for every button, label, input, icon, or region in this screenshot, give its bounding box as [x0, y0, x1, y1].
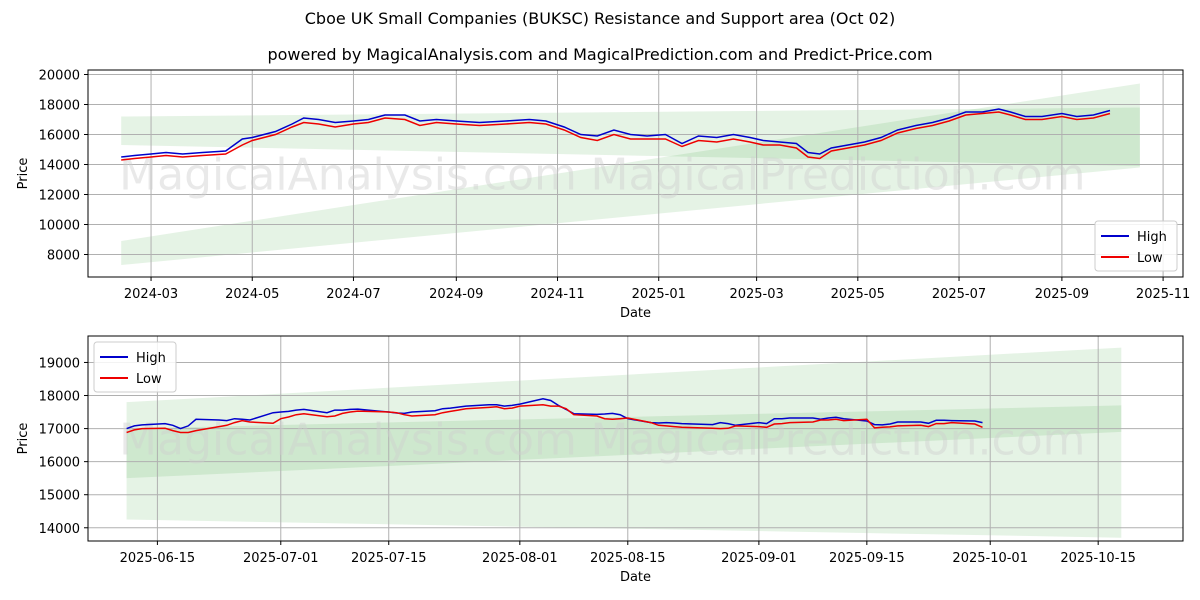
- x-tick-label: 2025-11: [1136, 287, 1190, 302]
- x-tick-label: 2025-03: [729, 287, 783, 302]
- x-tick-label: 2025-07-15: [351, 551, 427, 566]
- chart-title: Cboe UK Small Companies (BUKSC) Resistan…: [304, 9, 896, 28]
- watermark-text: MagicalAnalysis.com: [119, 150, 577, 201]
- y-tick-label: 16000: [39, 456, 80, 471]
- x-tick-label: 2025-07-01: [243, 551, 319, 566]
- plot-frame: [87, 335, 1184, 542]
- y-tick-label: 15000: [39, 489, 80, 504]
- y-tick-label: 14000: [39, 159, 80, 174]
- y-tick-label: 18000: [39, 99, 80, 114]
- y-axis-label: Price: [16, 158, 31, 190]
- y-tick-label: 8000: [47, 249, 80, 264]
- x-tick-label: 2025-07: [932, 287, 986, 302]
- y-tick-label: 18000: [39, 390, 80, 405]
- y-tick-label: 17000: [39, 423, 80, 438]
- plot-frame: [87, 69, 1184, 278]
- legend-label-low: Low: [1137, 251, 1163, 266]
- legend-label-high: High: [136, 351, 166, 366]
- x-axis-label: Date: [620, 570, 651, 585]
- y-axis-label: Price: [16, 423, 31, 455]
- support-resistance-band-wide: [121, 83, 1140, 265]
- y-tick-label: 19000: [39, 356, 80, 371]
- series-line-high: [121, 108, 1111, 158]
- legend-label-low: Low: [136, 372, 162, 387]
- x-tick-label: 2025-09-15: [829, 551, 905, 566]
- bottom-chart-panel: 2025-06-15 2025-07-01 2025-07-15 2025-08-01…: [16, 335, 1184, 585]
- x-tick-label: 2024-07: [326, 287, 380, 302]
- legend-box: [93, 341, 177, 393]
- y-tick-label: 14000: [39, 522, 80, 537]
- x-tick-label: 2024-03: [124, 287, 178, 302]
- chart-subtitle: powered by MagicalAnalysis.com and Magic…: [267, 45, 933, 64]
- x-tick-label: 2024-09: [429, 287, 483, 302]
- y-tick-label: 16000: [39, 129, 80, 144]
- x-tick-label: 2025-01: [632, 287, 686, 302]
- x-tick-label: 2025-08-15: [590, 551, 666, 566]
- x-tick-label: 2025-09: [1035, 287, 1089, 302]
- x-tick-label: 2025-06-15: [120, 551, 196, 566]
- x-axis-label: Date: [620, 306, 651, 321]
- x-tick-label: 2025-08-01: [482, 551, 558, 566]
- x-tick-label: 2025-10-15: [1060, 551, 1136, 566]
- y-tick-label: 20000: [39, 69, 80, 84]
- y-tick-label: 12000: [39, 189, 80, 204]
- series-line-low: [121, 111, 1111, 161]
- series-line-low: [126, 404, 983, 434]
- x-tick-label: 2025-05: [831, 287, 885, 302]
- watermark-text: MagicalPrediction.com: [591, 150, 1086, 201]
- watermark-text: MagicalAnalysis.com: [119, 415, 577, 466]
- support-resistance-band-narrow: [121, 107, 1140, 166]
- top-chart-panel: 2024-03 2024-05 2024-07 2024-09 2024-11 2025-…: [16, 69, 1190, 322]
- x-tick-label: 2025-09-01: [721, 551, 797, 566]
- legend-box: [1094, 220, 1178, 272]
- series-line-high: [126, 398, 983, 430]
- x-tick-label: 2025-10-01: [952, 551, 1028, 566]
- x-tick-label: 2024-05: [225, 287, 279, 302]
- legend-label-high: High: [1137, 230, 1167, 245]
- x-tick-label: 2024-11: [530, 287, 584, 302]
- y-tick-label: 10000: [39, 219, 80, 234]
